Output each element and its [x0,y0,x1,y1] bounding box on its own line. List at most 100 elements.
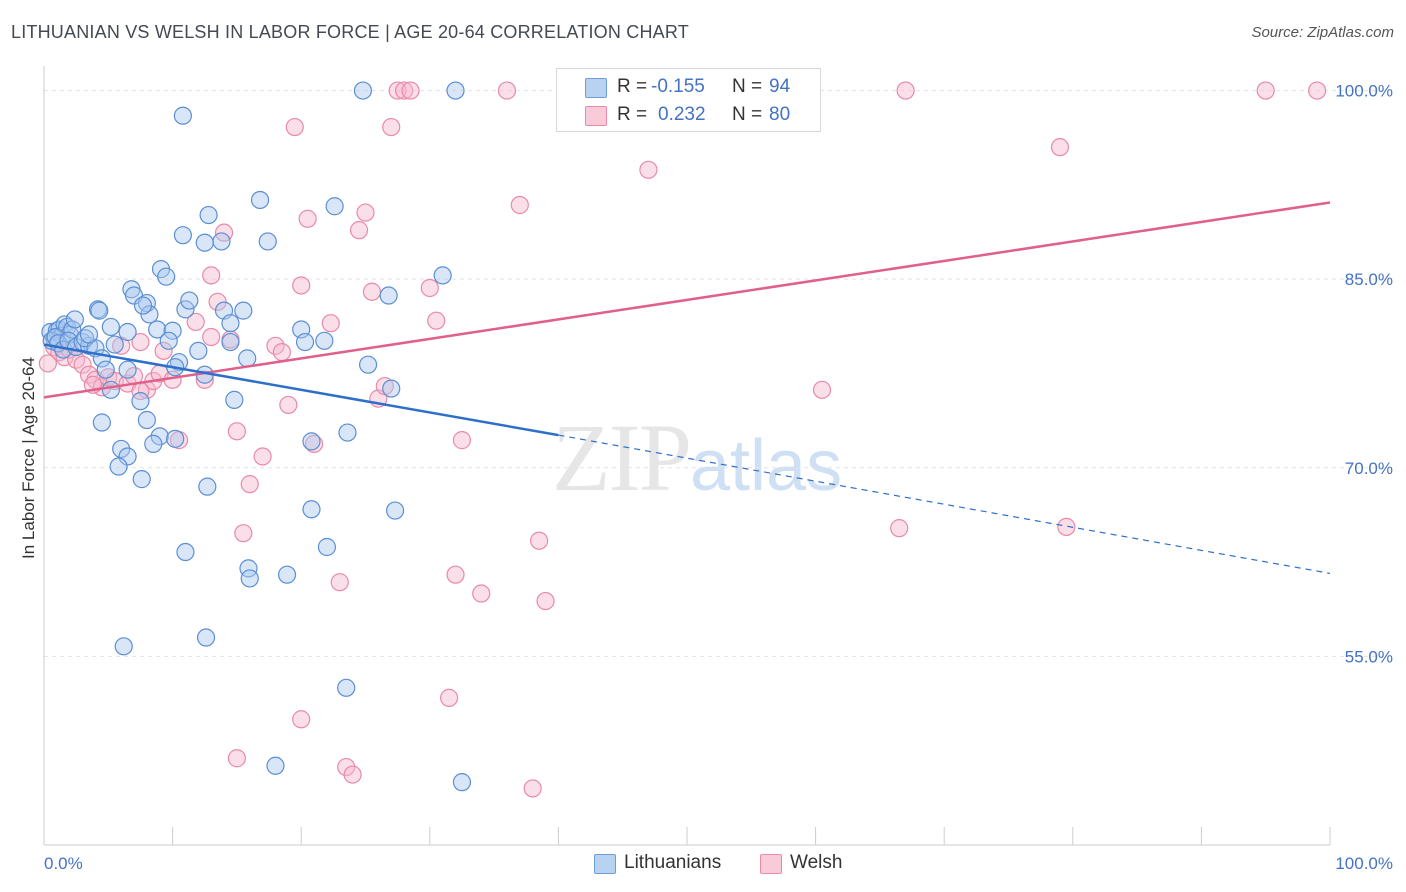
y-tick-label: 85.0% [1345,270,1393,289]
lithuanian-point [173,106,192,125]
welsh-point [186,312,205,332]
welsh-point [427,311,446,330]
lithuanian-point [159,331,178,350]
welsh-points [38,81,1327,798]
welsh-point [510,195,529,215]
lithuanian-point [90,301,109,320]
lithuanian-point [118,322,137,342]
welsh-point [1057,517,1076,536]
y-axis-label: In Labor Force | Age 20-64 [19,357,38,559]
lithuanian-point [176,300,195,319]
trend-lines [43,201,1331,574]
lithuanian-point [163,321,182,340]
lithuanian-point [176,542,195,562]
welsh-point [227,422,246,441]
chart-title: LITHUANIAN VS WELSH IN LABOR FORCE | AGE… [11,22,689,42]
legend-r-label: R = [617,104,648,125]
lithuanian-point [131,392,150,411]
lithuanian-point [379,286,398,305]
welsh-point [234,524,253,543]
lithuanian-point [382,379,401,398]
lithuanian-point [132,470,151,489]
lithuanian-point [166,429,185,448]
lithuanian-point [212,232,231,251]
lithuanian-point [266,756,285,775]
lithuanian-point [295,332,315,352]
lithuanian-point [189,341,208,360]
lithuanian-point [302,432,321,451]
lithuanian-point [353,81,373,100]
lithuanian-point [358,355,378,374]
lithuanian-point [337,678,356,697]
lithuanian-point [317,537,337,557]
lithuanian-point [234,301,253,320]
welsh-point [304,434,324,453]
lithuanian-point [157,267,176,286]
lithuanian-point [65,310,84,329]
welsh-point [382,117,401,137]
lithuanian-point [144,434,163,453]
lithuanian-point [101,317,120,337]
lithuanian-point [250,190,270,210]
welsh-point [439,688,459,707]
welsh-legend-label: Welsh [790,852,843,873]
lithuanian-point [198,477,217,496]
welsh-point [420,278,439,298]
lithuanian-point [195,233,214,252]
lithuanian-points [41,81,472,792]
lithuanian-point [196,628,216,647]
lithuanian-point [277,565,297,584]
lithuanian-point [240,569,259,588]
lithuanian-point [433,266,452,285]
lithuanian-point [105,335,124,354]
lithuanian-point [325,197,344,216]
welsh-point [890,519,909,538]
lithuanian-point [112,439,131,459]
lithuanian-point [109,457,128,476]
legend-row-welsh: R = 0.232 N = 80 [557,101,820,129]
welsh-point [812,380,832,399]
legend-n-label: N = [732,104,763,125]
welsh-trend-line [43,201,1331,399]
lithuanian-point [258,232,277,251]
y-tick-label: 55.0% [1345,647,1393,666]
legend-r-value: 0.232 [658,104,706,125]
lithuanian-point [446,81,465,100]
welsh-point [298,209,317,228]
y-tick-label: 100.0% [1335,82,1393,101]
lithuanian-point [199,205,218,225]
welsh-point [1256,81,1275,100]
welsh-point [639,160,658,179]
lithuanian-point [338,423,357,442]
lithuanian-point [101,380,120,399]
welsh-point [330,573,349,592]
lithuanians-swatch [585,78,607,98]
lithuanian-point [150,427,169,446]
welsh-point [896,81,915,100]
welsh-point [349,221,369,240]
lithuanian-point [79,325,99,344]
lithuanians-legend-label: Lithuanians [624,852,722,873]
welsh-point [497,81,517,100]
tick-labels: 55.0% 70.0% 85.0% 100.0% 0.0% 100.0% [44,82,1393,873]
legend-n-value: 94 [769,76,791,97]
lithuanian-point [173,226,192,245]
lithuanian-point [114,637,133,656]
lithuanian-point [385,501,405,520]
lithuanian-point [238,349,257,368]
watermark-atlas: atlas [690,426,843,506]
welsh-point [536,591,555,611]
welsh-point [452,431,472,450]
welsh-point [523,779,542,798]
welsh-swatch [585,106,607,126]
watermark: ZIPatlas [552,402,842,513]
welsh-point [388,81,407,100]
welsh-point [394,81,414,100]
welsh-point [401,81,420,100]
lithuanian-point [302,500,321,519]
welsh-point [227,749,246,768]
welsh-point [154,341,173,360]
watermark-zip: ZIP [552,404,692,511]
lithuanian-point [118,447,137,466]
